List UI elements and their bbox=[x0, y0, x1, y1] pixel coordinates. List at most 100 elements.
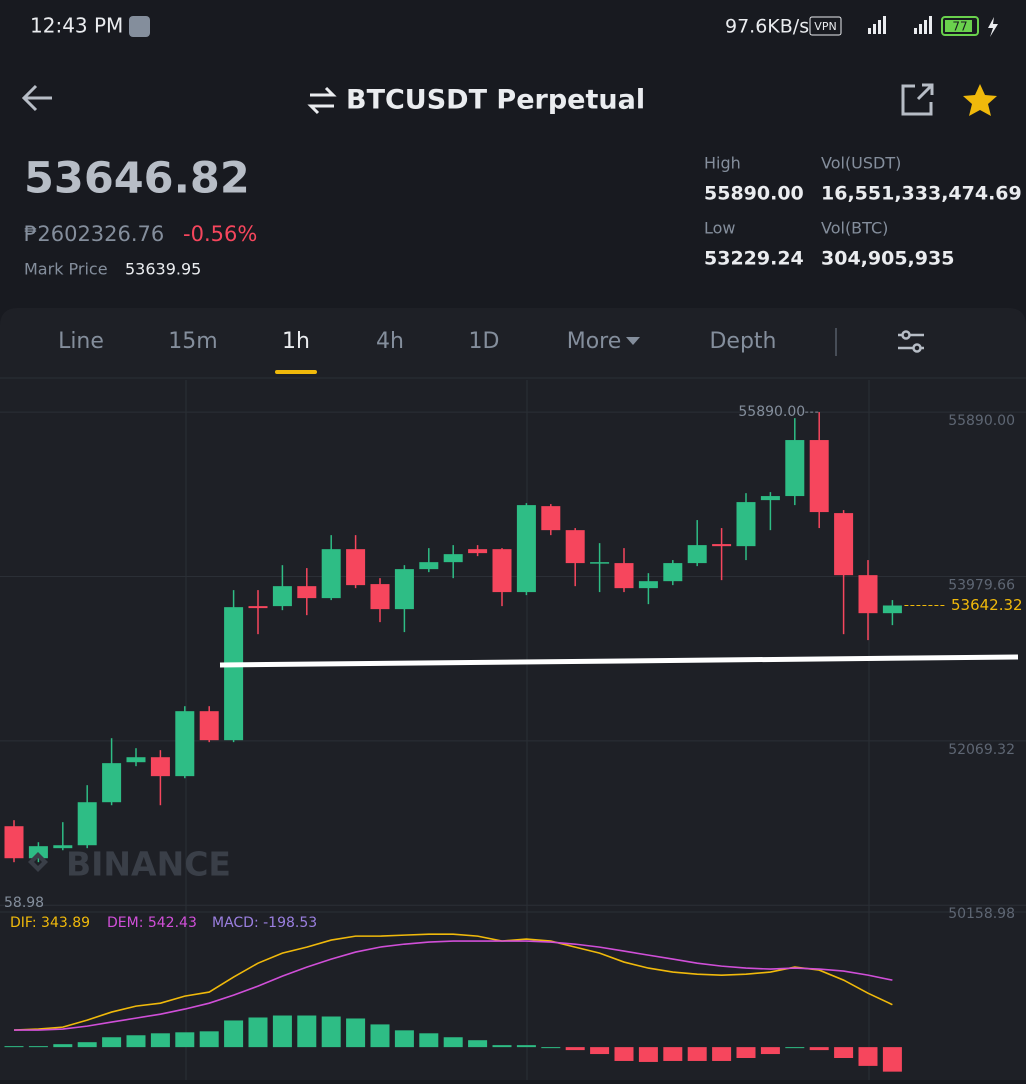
notification-icon bbox=[129, 16, 150, 37]
watermark: BINANCE bbox=[66, 845, 231, 884]
macd-bar bbox=[663, 1047, 683, 1061]
y-tick-label: 53979.66 bbox=[948, 577, 1015, 593]
macd-bar bbox=[77, 1042, 97, 1048]
mark-price-label: Mark Price bbox=[24, 260, 108, 279]
candle-body bbox=[663, 563, 683, 582]
high-marker-label: 55890.00 bbox=[738, 404, 805, 420]
macd-bar bbox=[419, 1033, 439, 1048]
candle-body bbox=[834, 513, 854, 576]
macd-bar bbox=[224, 1020, 244, 1048]
macd-legend: DEM: 542.43 bbox=[107, 915, 197, 931]
y-tick-label: 50158.98 bbox=[948, 906, 1015, 922]
stat-value: 304,905,935 bbox=[821, 248, 954, 270]
macd-bar bbox=[834, 1047, 854, 1058]
macd-bar bbox=[760, 1047, 780, 1055]
macd-bar bbox=[4, 1046, 24, 1048]
macd-bar bbox=[614, 1047, 634, 1061]
candle-body bbox=[199, 711, 219, 741]
timeframe-tab[interactable]: More bbox=[567, 329, 622, 354]
macd-bar bbox=[248, 1017, 268, 1048]
candle-body bbox=[77, 802, 97, 846]
stat-label: High bbox=[704, 154, 741, 173]
timeframe-tab[interactable]: Depth bbox=[709, 329, 776, 354]
macd-bar bbox=[28, 1046, 48, 1048]
battery-label: 77 bbox=[952, 20, 967, 34]
y-tick-label: 52069.32 bbox=[948, 742, 1015, 758]
settings-button[interactable] bbox=[898, 330, 924, 353]
macd-bar bbox=[175, 1032, 195, 1048]
candle-body bbox=[565, 530, 585, 564]
more-caret[interactable] bbox=[626, 337, 640, 345]
back-button[interactable] bbox=[21, 84, 52, 112]
swap-icon[interactable] bbox=[307, 86, 337, 115]
candle-body bbox=[394, 569, 414, 610]
timeframe-tab[interactable]: 1D bbox=[469, 329, 500, 354]
timeframe-tab[interactable]: 1h bbox=[282, 329, 310, 354]
candle-body bbox=[614, 563, 634, 589]
candle-body bbox=[272, 586, 292, 607]
candle-body bbox=[858, 575, 878, 614]
candle-body bbox=[53, 845, 73, 849]
macd-line bbox=[13, 933, 893, 1031]
macd-bar bbox=[126, 1035, 146, 1048]
favorite-star[interactable] bbox=[963, 84, 997, 116]
macd-bar bbox=[443, 1037, 463, 1048]
stat-value: 53229.24 bbox=[704, 248, 804, 270]
macd-bar bbox=[565, 1047, 585, 1051]
macd-bar bbox=[590, 1047, 610, 1055]
candle-body bbox=[785, 440, 805, 497]
candle-body bbox=[321, 549, 341, 599]
price-change: -0.56% bbox=[183, 222, 257, 246]
macd-bar bbox=[102, 1037, 122, 1048]
candle-body bbox=[712, 544, 732, 547]
macd-bar bbox=[468, 1040, 488, 1048]
candle-body bbox=[370, 584, 390, 610]
candle-body bbox=[736, 502, 756, 547]
timeframe-tab[interactable]: Line bbox=[58, 329, 104, 354]
macd-bar bbox=[492, 1045, 512, 1048]
local-price: ₱2602326.76 bbox=[24, 222, 164, 246]
mark-price: 53639.95 bbox=[125, 260, 201, 279]
battery bbox=[941, 16, 979, 36]
last-price-label: 53642.32 bbox=[951, 596, 1023, 614]
stat-label: Low bbox=[704, 219, 736, 238]
charging-icon bbox=[988, 17, 998, 37]
timeframe-tab[interactable]: 15m bbox=[168, 329, 217, 354]
vpn-label: VPN bbox=[814, 20, 836, 33]
active-tab-indicator bbox=[275, 370, 317, 374]
y-tick-label: 55890.00 bbox=[948, 413, 1015, 429]
candle-body bbox=[419, 562, 439, 570]
candle-body bbox=[28, 846, 48, 859]
timeframe-tab[interactable]: 4h bbox=[376, 329, 404, 354]
candle-body bbox=[102, 763, 122, 803]
time-grid bbox=[0, 380, 1026, 1080]
net-speed: 97.6KB/s bbox=[725, 16, 809, 38]
candle-body bbox=[492, 549, 512, 593]
candle-body bbox=[760, 496, 780, 501]
candle-body bbox=[541, 506, 561, 531]
share-button[interactable] bbox=[901, 83, 934, 116]
last-price: 53646.82 bbox=[24, 154, 250, 204]
symbol-title: BTCUSDT Perpetual bbox=[346, 85, 645, 116]
macd-legend: DIF: 343.89 bbox=[10, 915, 90, 931]
macd-bar bbox=[638, 1047, 658, 1062]
stat-label: Vol(BTC) bbox=[821, 219, 888, 238]
candle-body bbox=[248, 606, 268, 609]
candle-body bbox=[297, 586, 317, 599]
macd-bar bbox=[882, 1047, 902, 1072]
macd-bar bbox=[516, 1045, 536, 1048]
signal-icons bbox=[868, 16, 932, 34]
macd-bar bbox=[321, 1016, 341, 1048]
candle-body bbox=[443, 554, 463, 563]
candle-body bbox=[638, 581, 658, 589]
candle-body bbox=[516, 505, 536, 593]
macd-bar bbox=[150, 1033, 170, 1048]
battery-level bbox=[945, 20, 972, 32]
range-low-label: 58.98 bbox=[4, 895, 44, 911]
stat-label: Vol(USDT) bbox=[821, 154, 901, 173]
macd-bar bbox=[346, 1018, 366, 1048]
chart-panel bbox=[0, 308, 1026, 1080]
macd-bar bbox=[712, 1047, 732, 1061]
macd-legend: MACD: -198.53 bbox=[212, 915, 317, 931]
